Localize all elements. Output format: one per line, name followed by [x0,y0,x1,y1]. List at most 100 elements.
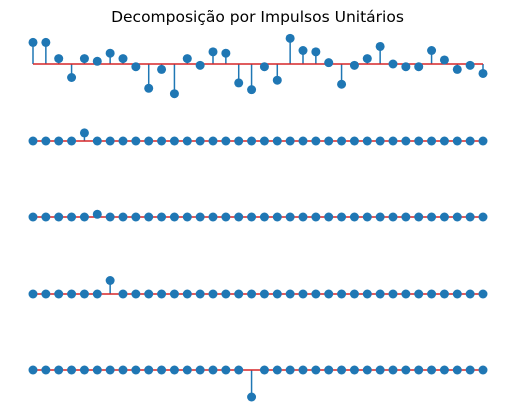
stem-marker [28,136,38,146]
stem-marker [298,46,308,55]
stem-marker [362,136,372,146]
stem-marker [362,54,372,64]
stem-marker [54,365,64,375]
stem-marker [478,68,488,78]
stem-marker [272,289,282,299]
stem-marker [349,212,359,222]
stem-marker [414,62,424,72]
stem-marker [388,212,398,222]
stem-marker [349,136,359,146]
stem-marker [272,365,282,375]
stem-marker [67,365,77,375]
stem-marker [67,212,77,222]
stem-marker [388,365,398,375]
stem-marker [234,212,244,222]
stem-marker [28,212,38,222]
stem-marker [144,136,154,146]
stem-marker [169,289,179,299]
stem-marker [452,289,462,299]
stem-marker [118,54,128,64]
stem-marker [131,289,141,299]
stem-marker [182,54,192,64]
stem-marker [54,54,64,64]
stem-marker [272,212,282,222]
stem-marker [285,136,295,146]
stem-marker [298,136,308,146]
stem-marker [169,212,179,222]
stem-marker [92,209,102,219]
stem-marker [401,365,411,375]
stem-marker [388,289,398,299]
stem-marker [311,47,321,57]
stem-marker [285,212,295,222]
stem-marker [324,212,334,222]
stem-marker [247,85,257,95]
stem-marker [105,212,115,222]
stem-marker [362,289,372,299]
stem-marker [28,365,38,375]
stem-marker [195,212,205,222]
stem-marker [285,289,295,299]
stem-marker [324,365,334,375]
chart-title: Decomposição por Impulsos Unitários [111,8,404,26]
stem-marker [92,365,102,375]
stem-marker [157,212,167,222]
stem-marker [337,79,347,89]
stem-marker [79,128,89,138]
stem-marker [478,136,488,146]
stem-marker [427,46,437,55]
stem-marker [208,289,218,299]
stem-marker [28,289,38,299]
stem-marker [131,365,141,375]
stem-marker [337,289,347,299]
stem-marker [67,136,77,146]
stem-marker [234,78,244,88]
stem-subplot-4 [28,276,488,299]
stem-marker [337,136,347,146]
stem-marker [67,289,77,299]
stem-marker [285,365,295,375]
stem-marker [92,56,102,66]
stem-marker [388,136,398,146]
stem-marker [427,212,437,222]
stem-marker [311,289,321,299]
stem-marker [285,33,295,43]
stem-marker [337,365,347,375]
stem-marker [465,365,475,375]
stem-marker [41,365,51,375]
stem-marker [54,289,64,299]
stem-marker [67,73,77,82]
stem-marker [259,62,269,72]
stem-subplot-3 [28,209,488,222]
stem-marker [452,212,462,222]
stem-marker [427,365,437,375]
stem-marker [478,365,488,375]
stem-marker [169,136,179,146]
stem-subplot-5 [28,365,488,402]
stem-marker [311,212,321,222]
stem-marker [298,289,308,299]
stem-marker [478,289,488,299]
stem-marker [157,136,167,146]
stem-marker [54,136,64,146]
stem-marker [439,365,449,375]
stem-marker [105,276,115,285]
stem-marker [401,136,411,146]
stem-marker [118,136,128,146]
stem-marker [182,289,192,299]
stem-marker [247,392,257,402]
stem-marker [105,48,115,58]
stem-marker [259,136,269,146]
stem-marker [414,365,424,375]
stem-marker [79,54,89,64]
stem-marker [182,212,192,222]
stem-subplot-1 [28,33,488,99]
stem-marker [427,136,437,146]
stem-marker [375,365,385,375]
stem-marker [208,47,218,57]
stem-marker [452,136,462,146]
stem-marker [118,212,128,222]
stem-marker [478,212,488,222]
stem-marker [414,136,424,146]
